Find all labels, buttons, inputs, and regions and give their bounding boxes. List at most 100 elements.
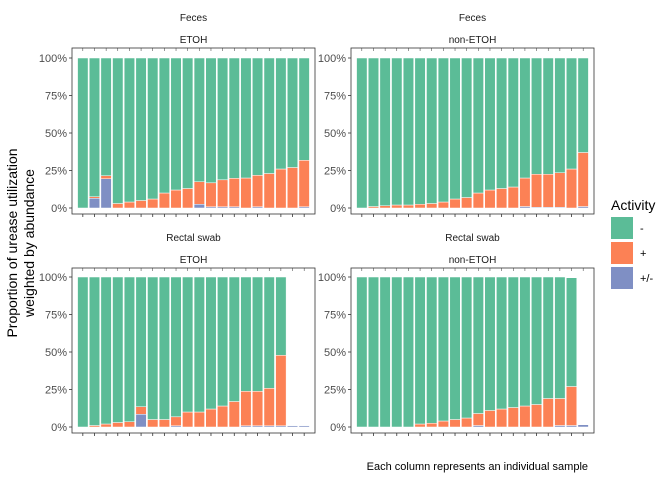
bar-segment	[367, 276, 379, 428]
facet-label-treatment: non-ETOH	[449, 255, 497, 266]
bar-segment	[170, 416, 182, 427]
bar-segment	[123, 421, 135, 428]
bar-segment	[170, 189, 182, 209]
bar-segment	[414, 57, 426, 205]
legend-label: +	[640, 248, 646, 260]
bar-segment	[554, 276, 566, 399]
bar-segment	[135, 414, 147, 428]
bar-segment	[484, 276, 496, 411]
bar-segment	[449, 419, 461, 428]
bar-segment	[263, 388, 275, 427]
legend-label: +/-	[640, 273, 653, 285]
bar-segment	[484, 189, 496, 209]
facet-panel: Feces non-ETOH 0% 25% 50% 75% 100%	[318, 13, 595, 217]
bar-segment	[461, 197, 473, 209]
bar-segment	[158, 192, 170, 209]
bar-segment	[437, 57, 449, 203]
bar-segment	[391, 57, 403, 206]
bar-segment	[275, 355, 287, 427]
bar-segment	[496, 57, 508, 189]
legend-swatch	[611, 242, 633, 264]
bar-segment	[170, 276, 182, 418]
bar-segment	[519, 276, 531, 407]
bar-segment	[356, 276, 368, 428]
bar-segment	[472, 276, 484, 414]
bar-segment	[158, 276, 170, 420]
bar-segment	[170, 57, 182, 191]
facet-panels: Feces ETOH 0% 25% 50% 75% 100% Feces non-ETOH 0% 2…	[39, 13, 595, 436]
bar-segment	[147, 419, 159, 428]
bar-segment	[88, 276, 100, 426]
y-tick-label: 50%	[324, 128, 346, 140]
bar-segment	[472, 413, 484, 426]
bar-segment	[367, 57, 379, 207]
legend-swatch	[611, 217, 633, 239]
caption: Each column represents an individual sam…	[367, 461, 588, 473]
bar-segment	[240, 391, 252, 427]
bar-segment	[554, 172, 566, 208]
bar-segment	[112, 203, 124, 209]
y-tick-label: 75%	[45, 310, 67, 322]
bar-segment	[217, 405, 229, 428]
bar-segment	[507, 57, 519, 188]
bar-segment	[287, 167, 299, 209]
bar-segment	[449, 198, 461, 209]
bar-segment	[298, 425, 310, 428]
bar-segment	[275, 276, 287, 356]
legend-title: Activity	[611, 197, 655, 213]
bar-segment	[182, 188, 194, 209]
bar-segment	[379, 276, 391, 428]
bar-segment	[158, 419, 170, 428]
y-tick-label: 0%	[51, 203, 67, 215]
facet-panel: Rectal swab ETOH 0% 25% 50% 75% 100%	[39, 233, 316, 436]
y-tick-label: 25%	[324, 166, 346, 178]
bar-segment	[287, 57, 299, 168]
bar-segment	[158, 57, 170, 194]
bar-segment	[531, 174, 543, 208]
bar-segment	[228, 401, 240, 428]
bar-segment	[379, 57, 391, 206]
bar-segment	[507, 186, 519, 209]
bar-segment	[566, 168, 578, 209]
bar-segment	[414, 204, 426, 209]
bar-segment	[123, 57, 135, 203]
bar-segment	[449, 276, 461, 420]
bar-segment	[217, 179, 229, 208]
bar-segment	[566, 277, 578, 387]
bar-segment	[240, 177, 252, 209]
y-tick-label: 50%	[45, 347, 67, 359]
bar-segment	[577, 57, 589, 153]
bar-segment	[472, 192, 484, 209]
bar-segment	[252, 57, 264, 176]
bar-segment	[402, 204, 414, 209]
y-tick-label: 100%	[39, 53, 67, 65]
bar-segment	[426, 203, 438, 209]
bar-segment	[77, 276, 89, 428]
y-axis-title-line-1: Proportion of urease utilization	[4, 148, 20, 337]
facet-panel: Feces ETOH 0% 25% 50% 75% 100%	[39, 13, 316, 217]
bar-segment	[287, 425, 299, 428]
bar-segment	[531, 276, 543, 405]
bar-segment	[461, 57, 473, 198]
bar-segment	[449, 57, 461, 200]
bar-segment	[135, 406, 147, 415]
bar-segment	[205, 57, 217, 184]
bar-segment	[217, 276, 229, 407]
bar-segment	[391, 204, 403, 209]
bar-segment	[298, 160, 310, 208]
bar-segment	[112, 422, 124, 428]
bar-segment	[275, 168, 287, 209]
bar-segment	[252, 175, 264, 208]
bar-segment	[112, 276, 124, 423]
bar-segment	[426, 276, 438, 424]
facet-label-sample-type: Feces	[180, 13, 207, 24]
y-tick-label: 0%	[330, 422, 346, 434]
bar-segment	[252, 276, 264, 392]
bar-segment	[252, 391, 264, 427]
bar-segment	[88, 198, 100, 209]
y-tick-label: 100%	[39, 272, 67, 284]
bar-segment	[123, 276, 135, 422]
bar-segment	[542, 174, 554, 208]
bar-segment	[402, 57, 414, 206]
bar-segment	[437, 201, 449, 209]
